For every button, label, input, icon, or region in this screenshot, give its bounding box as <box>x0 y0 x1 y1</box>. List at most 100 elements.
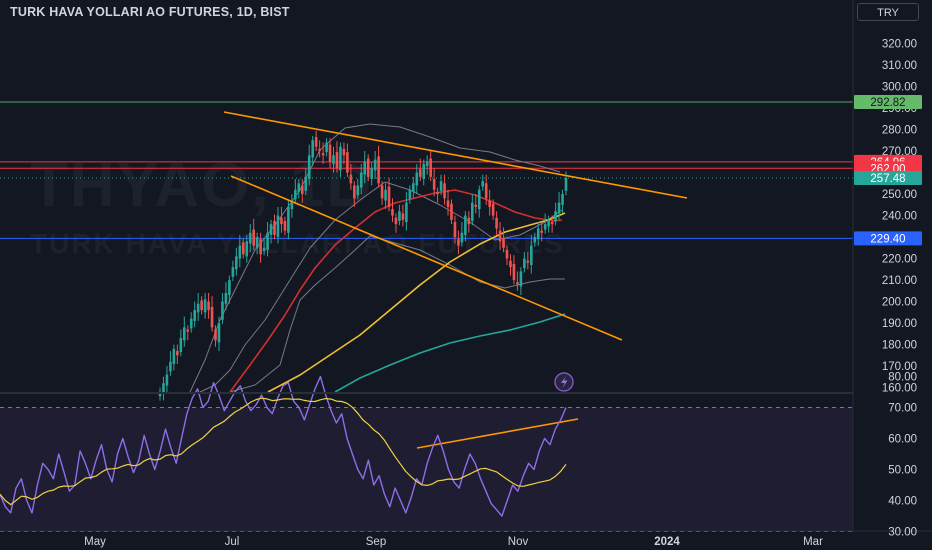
candle-body <box>217 323 221 343</box>
candle-body <box>328 144 332 162</box>
candle-body <box>366 158 370 177</box>
candle-body <box>412 183 415 192</box>
time-tick-label: May <box>84 536 106 548</box>
price-tick-label: 220.00 <box>882 254 917 266</box>
candle-body <box>491 203 495 216</box>
candle-body <box>484 183 488 199</box>
ma-mid <box>267 212 566 393</box>
candle-body <box>162 383 165 394</box>
candle-body <box>519 271 523 287</box>
candle-body <box>356 185 360 196</box>
candle-body <box>290 202 294 210</box>
candle-body <box>443 183 446 199</box>
candle-body <box>536 228 540 240</box>
rsi-tick-label: 40.00 <box>888 496 917 508</box>
candle-body <box>176 351 179 356</box>
rsi-tick-label: 70.00 <box>888 403 917 415</box>
candle-body <box>457 239 460 246</box>
candle-body <box>255 237 259 248</box>
candle-body <box>380 185 384 199</box>
candle-body <box>405 202 408 222</box>
candle-body <box>224 292 228 304</box>
candle-body <box>512 263 516 281</box>
price-tick-label: 160.00 <box>882 383 917 395</box>
candle-body <box>276 215 280 238</box>
time-tick-label: Mar <box>803 536 823 548</box>
candle-body <box>297 183 301 192</box>
candle-body <box>543 224 547 230</box>
candle-body <box>529 245 533 265</box>
candle-body <box>363 161 367 175</box>
candle-body <box>266 232 269 250</box>
rsi-band <box>0 407 853 532</box>
candle-body <box>464 215 467 235</box>
candle-body <box>460 232 464 243</box>
price-label-box <box>854 170 922 185</box>
candle-body <box>200 300 203 311</box>
candle-body <box>439 181 443 191</box>
candle-body <box>318 148 321 152</box>
price-label-box <box>854 231 922 246</box>
currency-selector[interactable]: TRY <box>857 3 919 21</box>
candle-body <box>495 217 498 229</box>
candle-body <box>210 306 214 328</box>
candle-body <box>377 156 380 184</box>
candle-body <box>280 217 283 225</box>
price-tick-label: 180.00 <box>882 340 917 352</box>
candle-body <box>498 230 502 242</box>
candle-body <box>474 204 478 207</box>
candle-body <box>214 329 217 341</box>
candle-body <box>418 169 422 177</box>
candle-body <box>564 177 568 191</box>
rsi-tick-label: 30.00 <box>888 527 917 539</box>
candle-body <box>228 280 231 296</box>
price-tick-label: 310.00 <box>882 60 917 72</box>
candle-body <box>488 200 491 207</box>
candle-body <box>450 203 453 220</box>
bb-upper <box>189 123 561 393</box>
candle-body <box>425 161 429 167</box>
candle-body <box>189 318 193 329</box>
candle-body <box>523 258 526 269</box>
rsi-tick-label: 60.00 <box>888 434 917 446</box>
candle-body <box>245 241 249 257</box>
candle-body <box>398 211 401 221</box>
candle-body <box>436 191 439 195</box>
candle-body <box>287 206 290 233</box>
candle-body <box>561 194 564 205</box>
candle-body <box>339 146 342 171</box>
time-tick-label: Jul <box>225 536 240 548</box>
candle-body <box>248 232 252 244</box>
candle-body <box>422 163 426 179</box>
candle-body <box>269 224 273 235</box>
candle-body <box>471 202 474 221</box>
candle-body <box>401 213 405 220</box>
candle-body <box>321 153 325 156</box>
candle-body <box>509 260 512 268</box>
candle-body <box>394 217 398 225</box>
price-tick-label: 190.00 <box>882 318 917 330</box>
candle-body <box>207 301 210 311</box>
candle-body <box>387 186 391 207</box>
candle-body <box>165 374 169 386</box>
candle-body <box>262 247 266 252</box>
price-tick-label: 240.00 <box>882 211 917 223</box>
candle-body <box>259 239 262 255</box>
candle-body <box>325 142 328 153</box>
candle-body <box>359 172 363 188</box>
lightning-icon[interactable] <box>554 372 574 392</box>
candle-body <box>332 155 335 164</box>
bb-lower <box>229 235 565 393</box>
candle-body <box>429 158 432 177</box>
candle-body <box>505 249 509 259</box>
price-tick-label: 280.00 <box>882 125 917 137</box>
candle-body <box>314 137 318 147</box>
candle-body <box>349 174 353 184</box>
candle-body <box>481 181 485 187</box>
candle-body <box>446 200 450 207</box>
candle-body <box>502 238 505 248</box>
time-tick-label: Sep <box>366 536 386 548</box>
time-tick-label: Nov <box>508 536 529 548</box>
candle-body <box>415 172 419 186</box>
